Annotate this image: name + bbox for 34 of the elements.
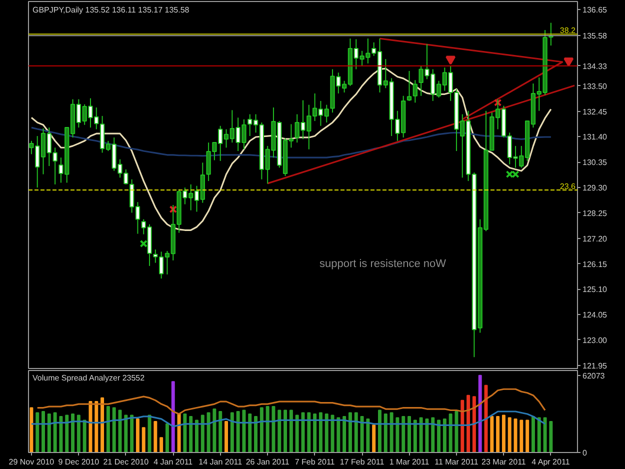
x-tick-label: 4 Apr 2011 bbox=[532, 458, 570, 466]
text: GBPJPY,Daily 135.52 136.11 135.17 135.58 bbox=[32, 6, 190, 14]
x-tick-label: 7 Feb 2011 bbox=[294, 458, 336, 466]
y-tick-label: 132.45 bbox=[582, 107, 608, 116]
x-tick-label: 1 Mar 2011 bbox=[389, 458, 430, 466]
annotation: 23.6 bbox=[560, 182, 576, 191]
y-tick-label: 124.05 bbox=[582, 310, 608, 320]
x-tick-label: 17 Feb 2011 bbox=[340, 458, 385, 466]
y-tick-label: 129.30 bbox=[582, 184, 608, 193]
x-tick-label: 26 Jan 2011 bbox=[246, 458, 290, 466]
x-tick-label: 29 Nov 2010 bbox=[8, 458, 55, 466]
chart-title: Volume Spread Analyzer 23552 bbox=[32, 374, 146, 382]
annotation: 38.2 bbox=[560, 26, 576, 36]
y-tick-label: 62073 bbox=[582, 371, 606, 380]
y-tick-label: 0 bbox=[582, 448, 588, 458]
x-tick-label: 21 Dec 2010 bbox=[103, 458, 150, 466]
y-tick-label: 133.50 bbox=[582, 82, 608, 91]
y-tick-label: 126.15 bbox=[582, 260, 608, 269]
y-tick-label: 123.00 bbox=[582, 336, 608, 345]
ref-line-label: 134.33 bbox=[582, 62, 608, 71]
annotation: support is resistence noW bbox=[319, 258, 447, 270]
y-tick-label: 125.10 bbox=[582, 285, 608, 294]
x-tick-label: 9 Dec 2010 bbox=[58, 458, 100, 466]
x-tick-label: 23 Mar 2011 bbox=[482, 458, 526, 466]
y-tick-label: 136.65 bbox=[582, 6, 608, 15]
x-tick-label: 4 Jan 2011 bbox=[154, 458, 194, 466]
ref-line-label: 135.58 bbox=[582, 32, 608, 41]
y-tick-label: 131.40 bbox=[582, 132, 608, 142]
x-tick-label: 14 Jan 2011 bbox=[198, 458, 243, 466]
y-tick-label: 121.95 bbox=[582, 361, 608, 370]
y-tick-label: 130.35 bbox=[582, 158, 608, 168]
y-tick-label: 127.20 bbox=[582, 234, 608, 244]
x-tick-label: 11 Mar 2011 bbox=[434, 458, 479, 466]
y-tick-label: 128.25 bbox=[582, 208, 608, 218]
